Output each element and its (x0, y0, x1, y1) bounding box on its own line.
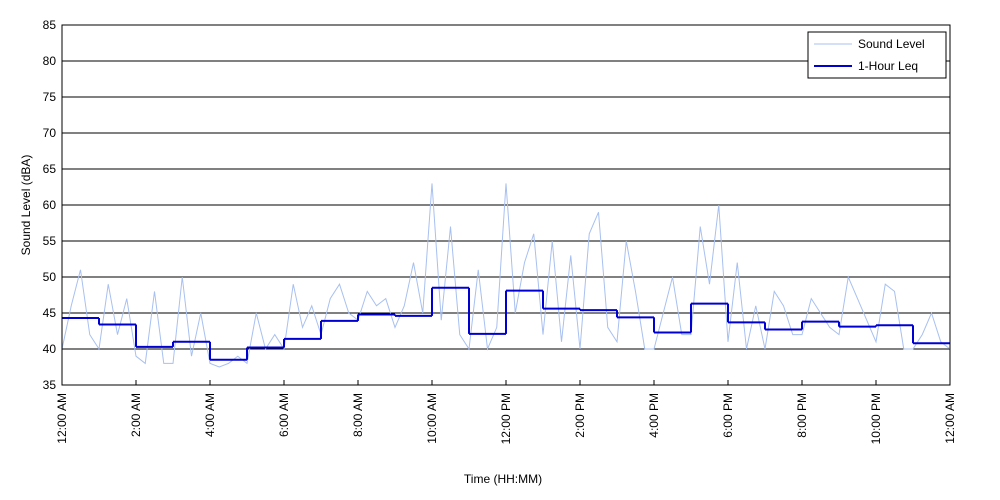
legend-label: 1-Hour Leq (858, 59, 918, 73)
y-tick-label: 75 (43, 90, 57, 104)
x-tick-label: 2:00 PM (573, 393, 587, 438)
y-axis-title: Sound Level (dBA) (19, 155, 33, 256)
x-axis-title: Time (HH:MM) (464, 472, 542, 486)
x-tick-label: 6:00 AM (277, 393, 291, 437)
y-tick-label: 40 (43, 342, 57, 356)
x-tick-label: 2:00 AM (129, 393, 143, 437)
y-tick-label: 35 (43, 378, 57, 392)
y-tick-label: 80 (43, 54, 57, 68)
x-tick-label: 12:00 AM (943, 393, 957, 444)
legend-label: Sound Level (858, 37, 925, 51)
x-tick-label: 10:00 AM (425, 393, 439, 444)
x-tick-label: 4:00 PM (647, 393, 661, 438)
y-tick-label: 45 (43, 306, 57, 320)
x-tick-label: 10:00 PM (869, 393, 883, 444)
x-tick-label: 8:00 PM (795, 393, 809, 438)
y-tick-label: 55 (43, 234, 57, 248)
line-series (61, 183, 951, 368)
legend-box (807, 31, 947, 79)
x-tick-label: 4:00 AM (203, 393, 217, 437)
x-tick-label: 6:00 PM (721, 393, 735, 438)
y-tick-label: 70 (43, 126, 57, 140)
y-tick-label: 50 (43, 270, 57, 284)
legend: Sound Level 1-Hour Leq (807, 31, 947, 79)
y-tick-label: 65 (43, 162, 57, 176)
x-tick-label: 12:00 PM (499, 393, 513, 444)
x-tick-label: 12:00 AM (55, 393, 69, 444)
x-tick-label: 8:00 AM (351, 393, 365, 437)
plot-frame (61, 24, 951, 386)
y-tick-label: 60 (43, 198, 57, 212)
y-tick-label: 85 (43, 18, 57, 32)
